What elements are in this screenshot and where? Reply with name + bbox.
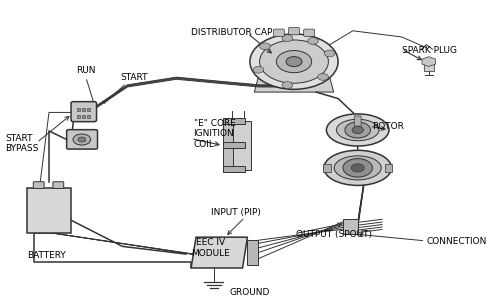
Circle shape (345, 122, 370, 138)
FancyBboxPatch shape (274, 29, 284, 36)
Text: OUTPUT (SPOUT): OUTPUT (SPOUT) (296, 229, 372, 239)
Circle shape (286, 57, 302, 67)
FancyBboxPatch shape (71, 102, 96, 122)
Circle shape (324, 50, 335, 57)
Circle shape (351, 164, 364, 172)
Text: BATTERY: BATTERY (27, 251, 66, 260)
FancyBboxPatch shape (53, 182, 64, 188)
Circle shape (276, 51, 312, 73)
Text: SPARK PLUG: SPARK PLUG (402, 46, 457, 55)
Text: START: START (120, 73, 148, 82)
Polygon shape (422, 57, 436, 67)
Circle shape (78, 137, 86, 142)
Ellipse shape (324, 150, 392, 185)
FancyBboxPatch shape (78, 115, 80, 118)
FancyBboxPatch shape (34, 182, 44, 188)
Circle shape (282, 35, 293, 42)
FancyBboxPatch shape (66, 130, 98, 149)
FancyBboxPatch shape (27, 188, 71, 233)
FancyBboxPatch shape (223, 117, 245, 124)
Text: START
BYPASS: START BYPASS (5, 134, 38, 153)
FancyBboxPatch shape (223, 142, 245, 148)
FancyBboxPatch shape (82, 115, 86, 118)
Text: EEC IV
MODULE: EEC IV MODULE (192, 238, 230, 257)
Circle shape (260, 40, 328, 83)
Circle shape (73, 134, 90, 145)
Text: "E" CORE
IGNITION
COIL: "E" CORE IGNITION COIL (194, 119, 235, 149)
FancyBboxPatch shape (87, 108, 90, 111)
Polygon shape (191, 237, 248, 268)
FancyBboxPatch shape (82, 108, 86, 111)
Circle shape (318, 74, 328, 80)
FancyBboxPatch shape (233, 121, 251, 170)
FancyBboxPatch shape (343, 219, 357, 234)
FancyBboxPatch shape (384, 164, 392, 172)
Ellipse shape (334, 156, 381, 180)
Polygon shape (248, 240, 258, 265)
Ellipse shape (336, 119, 379, 141)
FancyBboxPatch shape (78, 108, 80, 111)
Circle shape (343, 159, 372, 177)
Text: DISTRIBUTOR CAP: DISTRIBUTOR CAP (191, 28, 272, 37)
Text: CONNECTION: CONNECTION (426, 237, 486, 246)
Text: ROTOR: ROTOR (372, 122, 404, 131)
FancyBboxPatch shape (323, 164, 331, 172)
FancyBboxPatch shape (424, 62, 434, 71)
FancyBboxPatch shape (354, 116, 361, 126)
FancyBboxPatch shape (304, 29, 314, 36)
Circle shape (253, 66, 264, 73)
Ellipse shape (326, 114, 389, 146)
Circle shape (352, 126, 364, 134)
Circle shape (260, 43, 270, 50)
FancyBboxPatch shape (223, 119, 233, 172)
Text: INPUT (PIP): INPUT (PIP) (210, 208, 260, 217)
Circle shape (250, 34, 338, 89)
FancyBboxPatch shape (288, 27, 300, 35)
Circle shape (282, 82, 293, 88)
Polygon shape (254, 75, 334, 92)
Text: GROUND: GROUND (230, 288, 270, 297)
Circle shape (308, 38, 318, 44)
Text: RUN: RUN (76, 67, 96, 75)
FancyBboxPatch shape (87, 115, 90, 118)
FancyBboxPatch shape (223, 166, 245, 172)
